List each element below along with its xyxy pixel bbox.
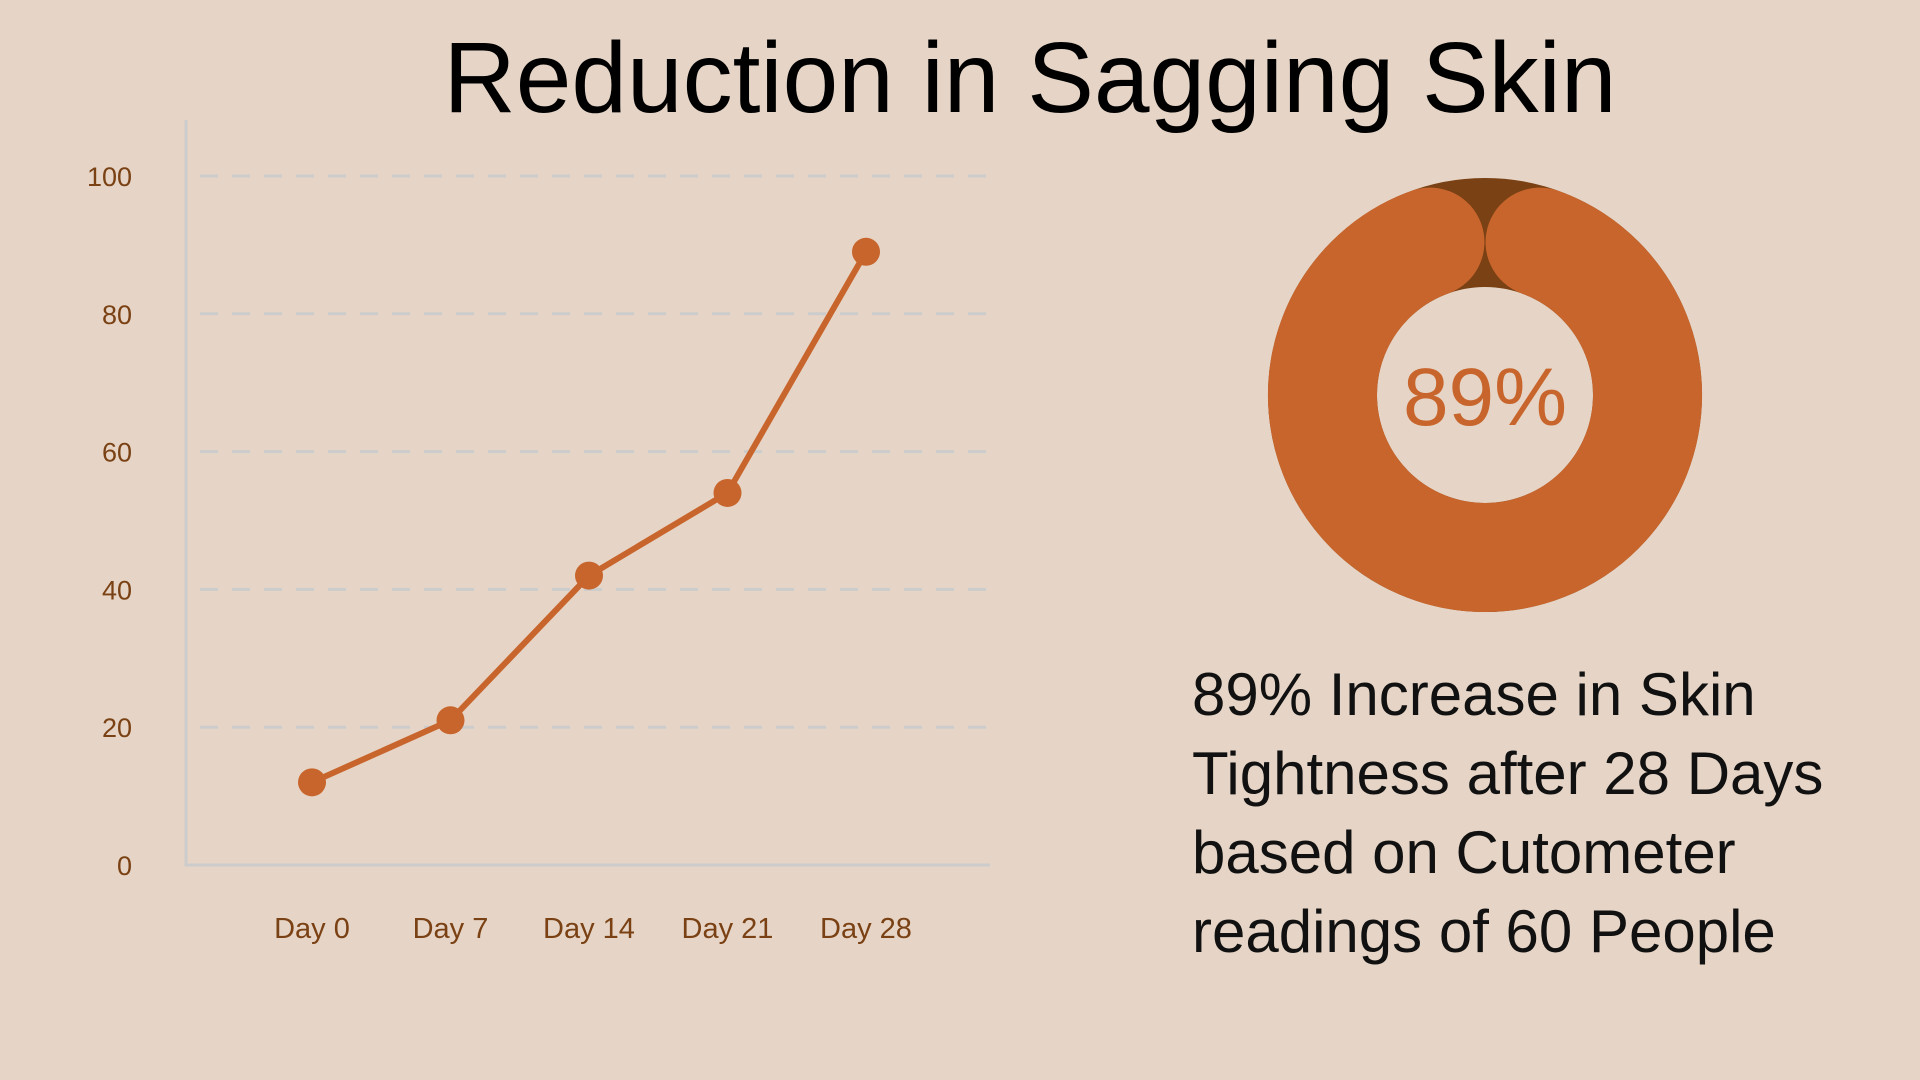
- x-tick-label: Day 0: [274, 913, 350, 945]
- caption: 89% Increase in Skin Tightness after 28 …: [1192, 655, 1892, 971]
- data-point: [436, 706, 465, 735]
- caption-line: based on Cutometer: [1192, 819, 1736, 886]
- x-tick-label: Day 7: [413, 913, 489, 945]
- series: [298, 237, 880, 797]
- donut-slice-main: [1268, 187, 1702, 612]
- x-tick-labels: Day 0 Day 7 Day 14 Day 21 Day 28: [274, 913, 912, 945]
- caption-line: 89% Increase in Skin: [1192, 661, 1756, 728]
- data-point: [852, 237, 880, 266]
- donut-center-label: 89%: [1403, 352, 1567, 443]
- y-tick-label: 20: [102, 713, 132, 743]
- y-tick-labels: 0 20 40 60 80 100: [87, 162, 132, 881]
- series-line: [309, 248, 869, 786]
- y-tick-label: 100: [87, 162, 132, 192]
- caption-line: Tightness after 28 Days: [1192, 740, 1824, 807]
- x-tick-label: Day 14: [543, 913, 635, 945]
- data-point: [298, 768, 326, 797]
- x-tick-label: Day 28: [820, 913, 912, 945]
- axes: [184, 120, 990, 867]
- y-tick-label: 40: [102, 575, 132, 605]
- x-tick-label: Day 21: [682, 913, 774, 945]
- donut-ring: [1268, 178, 1702, 612]
- y-tick-label: 80: [102, 300, 132, 330]
- gridlines: [200, 174, 990, 729]
- chart-title: Reduction in Sagging Skin: [443, 22, 1617, 134]
- donut-chart: 89%: [1268, 178, 1702, 612]
- y-tick-label: 0: [117, 851, 132, 881]
- data-point: [713, 478, 742, 507]
- data-point: [575, 561, 603, 590]
- y-tick-label: 60: [102, 438, 132, 468]
- caption-line: readings of 60 People: [1192, 898, 1776, 965]
